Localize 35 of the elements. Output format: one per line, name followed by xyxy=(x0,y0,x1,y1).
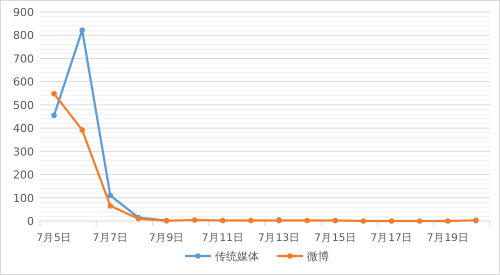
y-tick-label: 900 xyxy=(13,6,34,19)
point xyxy=(220,218,226,224)
y-tick-label: 700 xyxy=(13,52,34,66)
point xyxy=(192,217,198,223)
y-tick-label: 500 xyxy=(13,98,34,112)
point xyxy=(445,218,451,224)
y-tick-label: 200 xyxy=(13,168,34,182)
y-tick-label: 300 xyxy=(13,145,34,158)
x-tick-label: 7月17日 xyxy=(370,232,413,244)
x-tick-label: 7月13日 xyxy=(258,232,300,244)
point xyxy=(416,218,422,224)
x-tick-label: 7月11日 xyxy=(202,232,244,244)
x-tick-label: 7月19日 xyxy=(426,232,469,244)
point xyxy=(79,127,85,133)
point xyxy=(360,218,366,224)
x-tick-label: 7月5日 xyxy=(36,232,72,244)
point xyxy=(304,218,310,224)
point xyxy=(51,112,57,118)
point xyxy=(332,218,338,224)
y-tick-label: 600 xyxy=(13,76,34,89)
y-tick-label: 0 xyxy=(27,215,34,228)
x-tick-label: 7月15日 xyxy=(314,232,356,244)
legend-label: 传统媒体 xyxy=(215,250,259,263)
y-tick-label: 800 xyxy=(13,29,34,42)
point xyxy=(79,27,85,33)
x-tick-label: 7月9日 xyxy=(148,232,184,244)
point xyxy=(51,90,57,97)
y-tick-label: 100 xyxy=(13,192,34,205)
y-tick-label: 400 xyxy=(13,122,34,136)
point xyxy=(108,192,114,198)
x-tick-label: 7月7日 xyxy=(92,232,128,244)
point xyxy=(388,218,394,224)
legend-label: 微博 xyxy=(307,250,329,263)
point xyxy=(108,203,114,209)
point xyxy=(248,218,254,224)
